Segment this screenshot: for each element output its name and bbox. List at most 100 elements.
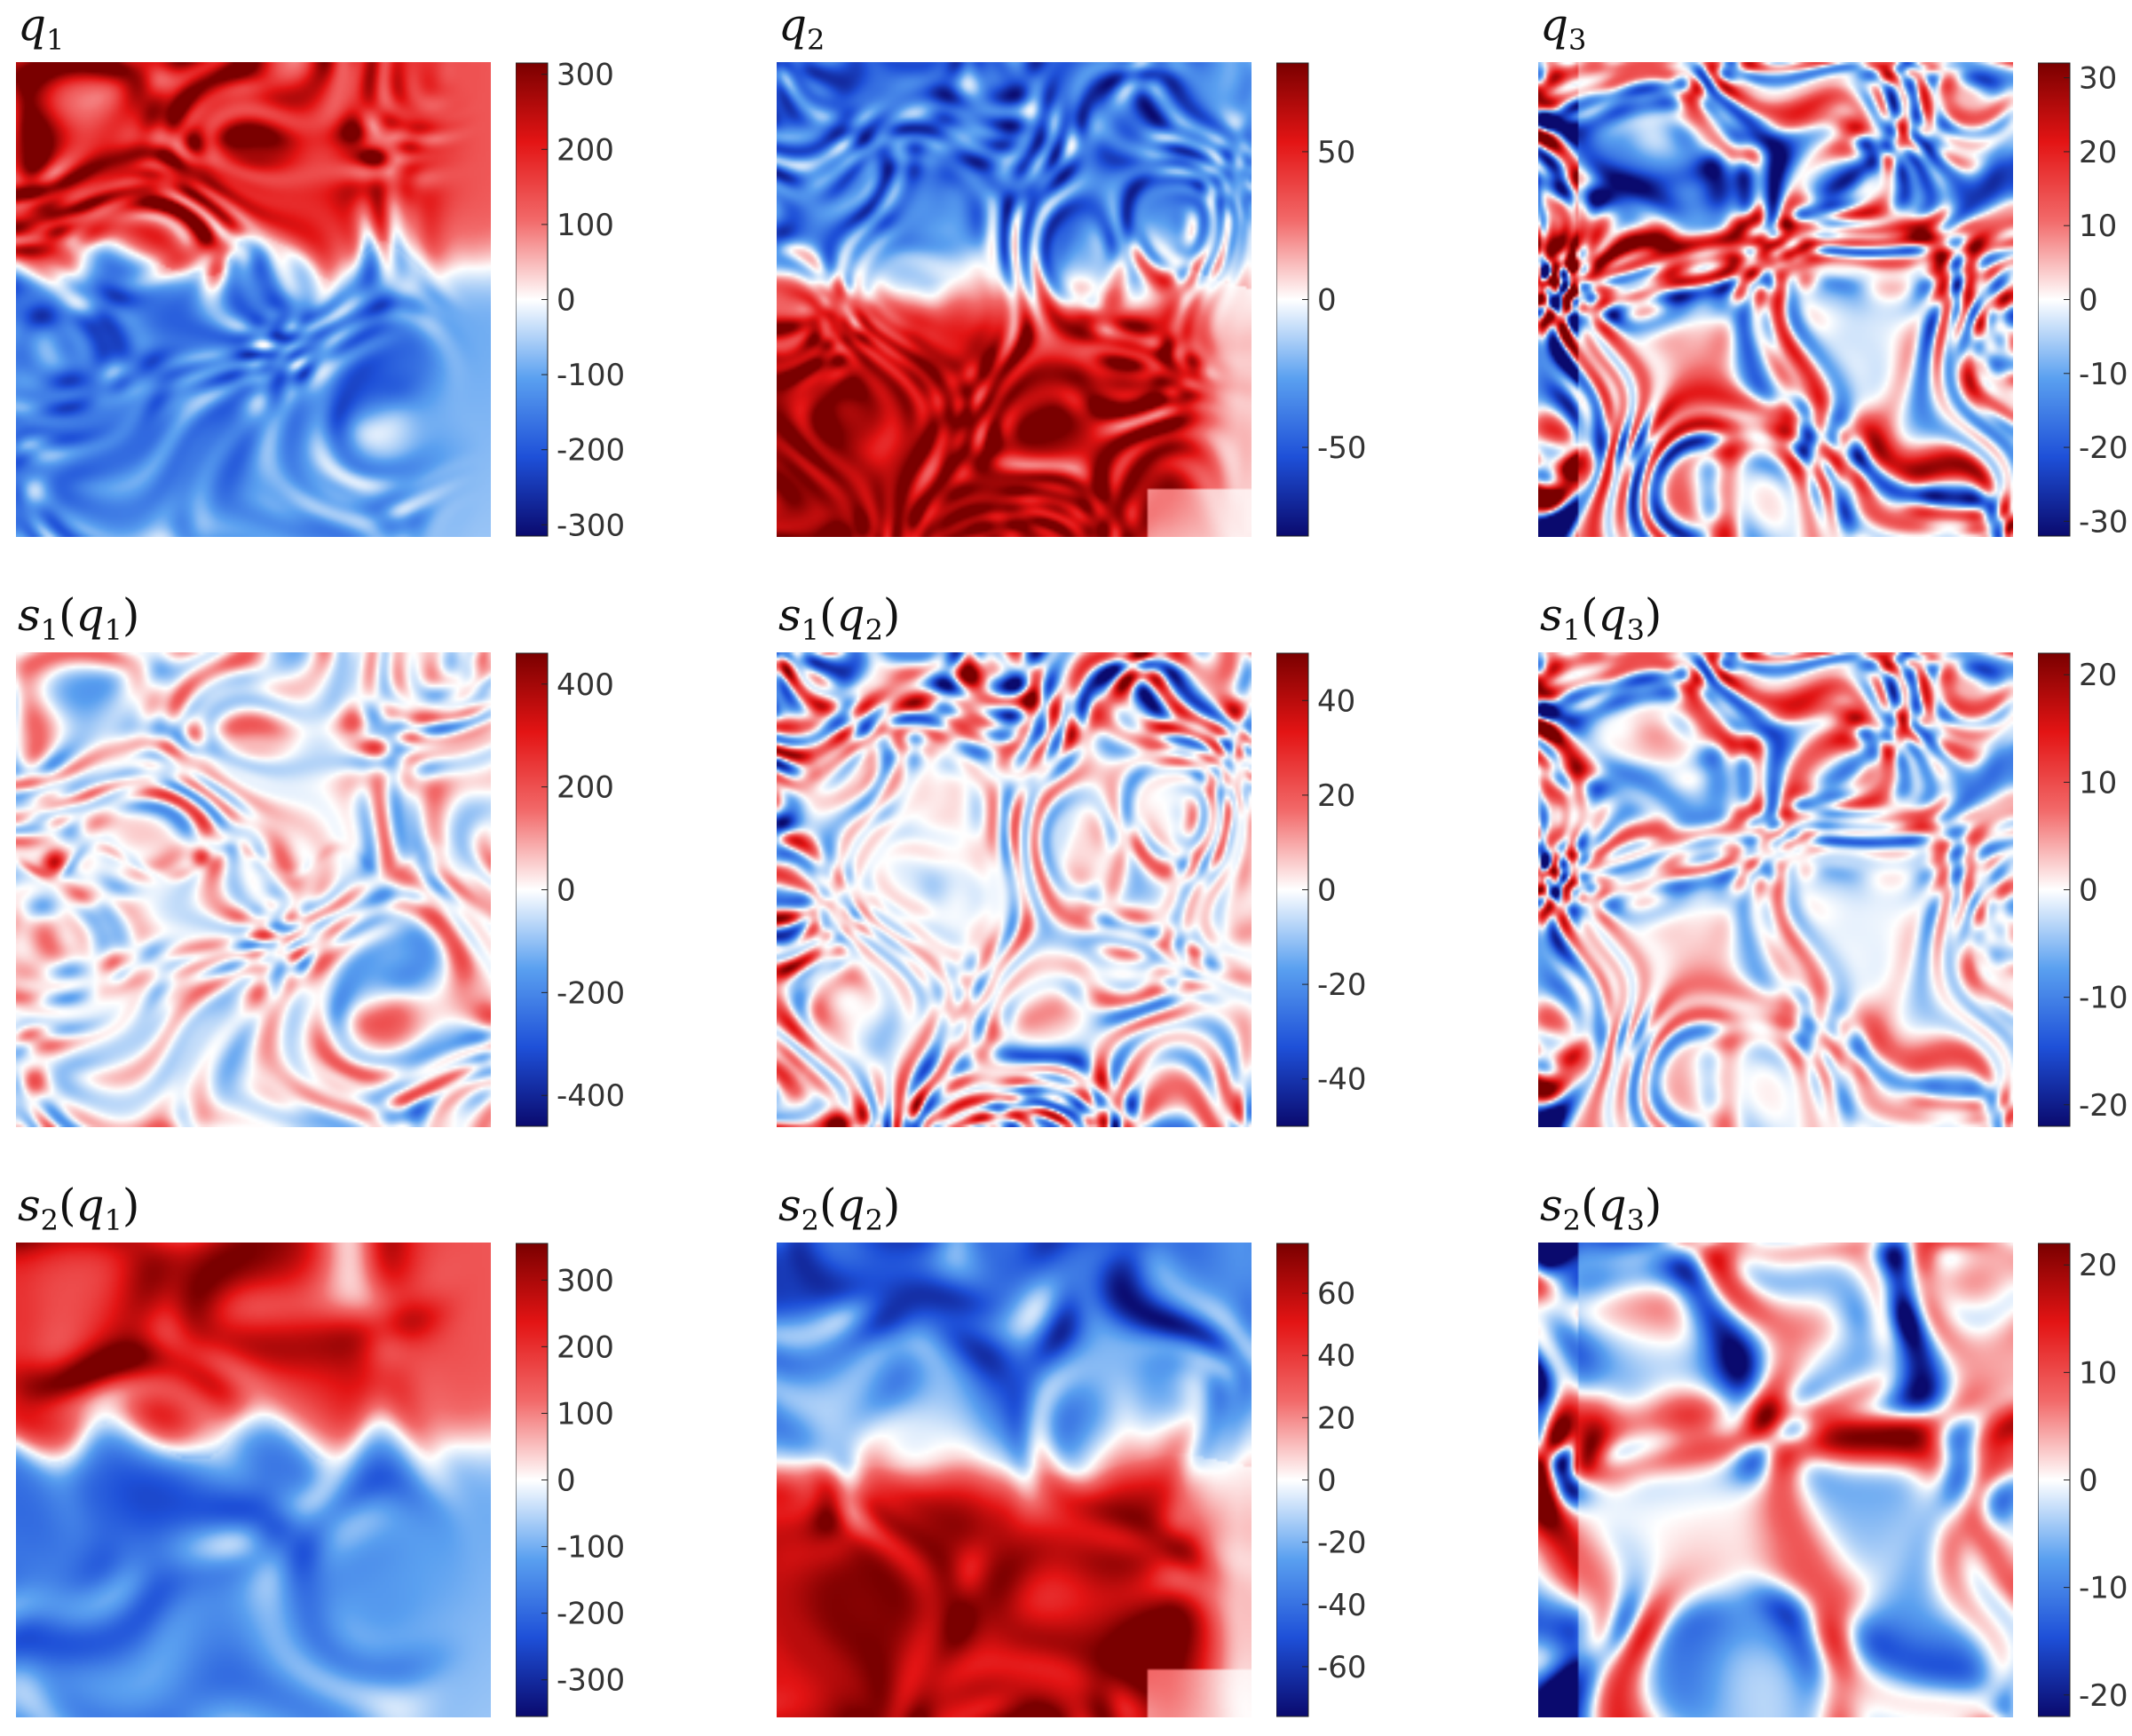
- colorbar-tick-label: 200: [557, 1330, 614, 1365]
- title-subscript: 1: [40, 613, 59, 647]
- title-paren-close: ): [882, 589, 901, 641]
- panel-q1: q1 300 200 100 0 -100 -200 -300: [16, 0, 645, 541]
- colorbar: 40 20 0 -20 -40: [1276, 652, 1367, 1127]
- title-paren-close: ): [122, 1180, 140, 1231]
- colorbar: 300 200 100 0 -100 -200 -300: [516, 62, 625, 541]
- colorbar-tick-label: 0: [557, 1464, 576, 1499]
- title-arg-subscript: 1: [104, 1203, 122, 1237]
- panel-title: s1(q2): [778, 588, 900, 657]
- title-arg: q: [1598, 589, 1627, 641]
- colorbar-tick-label: 400: [557, 667, 614, 703]
- colorbar-tick-label: 20: [2079, 658, 2117, 693]
- colorbar-tick-label: 0: [557, 283, 576, 319]
- colorbar: 400 200 0 -200 -400: [516, 652, 625, 1127]
- colorbar-tick-label: -10: [2079, 981, 2128, 1016]
- colorbar: 300 200 100 0 -100 -200 -300: [516, 1243, 625, 1717]
- colorbar-tick-label: 10: [2079, 1355, 2117, 1391]
- panel-title: s2(q3): [1540, 1179, 1662, 1247]
- title-arg: q: [836, 589, 865, 641]
- colorbar-tick-label: -400: [557, 1078, 625, 1114]
- title-paren-open: (: [819, 1180, 837, 1231]
- title-arg-subscript: 3: [1626, 613, 1645, 647]
- colorbar: 20 10 0 -10 -20: [2038, 1243, 2128, 1717]
- panel-s1q3: s1(q3) 20 10 0 -10 -20: [1538, 589, 2132, 1127]
- heatmap-image: [1538, 62, 2013, 537]
- heatmap-image: [777, 652, 1252, 1127]
- colorbar-tick-label: 40: [1317, 1338, 1355, 1374]
- title-paren-close: ): [882, 1180, 901, 1231]
- panel-q2: q2 50 0 -50: [777, 0, 1406, 537]
- colorbar-tick-label: 30: [2079, 62, 2117, 97]
- colorbar-tick-label: 40: [1317, 683, 1355, 719]
- colorbar: 20 10 0 -10 -20: [2038, 652, 2128, 1127]
- colorbar-tick-label: -100: [557, 1530, 625, 1566]
- colorbar-tick-label: 0: [1317, 283, 1337, 319]
- title-main: q: [18, 0, 47, 51]
- title-arg: q: [75, 589, 105, 641]
- colorbar: 30 20 10 0 -10 -20 -30: [2038, 62, 2128, 540]
- title-main: q: [1540, 0, 1569, 51]
- colorbar-tick-label: 50: [1317, 135, 1355, 170]
- colorbar: 50 0 -50: [1276, 62, 1367, 537]
- heatmap-image: [777, 1243, 1252, 1717]
- heatmap-image: [1538, 1243, 2013, 1717]
- title-paren-open: (: [819, 589, 837, 641]
- colorbar-tick-label: 0: [2079, 283, 2098, 319]
- panel-title: s2(q1): [18, 1179, 139, 1247]
- panel-s2q2: s2(q2) 60 40 20 0 -20 -40 -60: [777, 1180, 1406, 1717]
- panel-title: s1(q1): [18, 588, 139, 657]
- title-arg-subscript: 1: [104, 613, 122, 647]
- colorbar-tick-label: 20: [1317, 1401, 1355, 1436]
- colorbar-tick-label: -40: [1317, 1062, 1367, 1098]
- colorbar-tick-label: 10: [2079, 209, 2117, 244]
- colorbar-tick-label: 0: [2079, 873, 2098, 909]
- heatmap-field: [16, 62, 491, 537]
- colorbar-tick-label: -20: [1317, 1526, 1367, 1561]
- colorbar-tick-label: -30: [2079, 504, 2128, 540]
- title-paren-open: (: [59, 589, 76, 641]
- colorbar-tick-label: -20: [2079, 1088, 2128, 1124]
- panel-title: s2(q2): [778, 1179, 900, 1247]
- title-subscript: 2: [801, 1203, 820, 1237]
- title-main: s: [1540, 589, 1563, 641]
- title-subscript: 2: [807, 23, 825, 57]
- title-paren-open: (: [1581, 589, 1599, 641]
- heatmap-field: [1538, 652, 2013, 1127]
- colorbar-tick-label: 0: [1317, 873, 1337, 909]
- panel-s1q1: s1(q1) 400 200 0 -200 -400: [16, 589, 645, 1127]
- title-main: s: [778, 1180, 801, 1231]
- colorbar-tick-label: -200: [557, 975, 625, 1011]
- panel-title: q3: [1540, 0, 1586, 67]
- colorbar-tick-label: 20: [2079, 1248, 2117, 1283]
- title-subscript: 2: [1562, 1203, 1582, 1237]
- title-main: s: [18, 589, 41, 641]
- colorbar-tick-label: -60: [1317, 1650, 1367, 1685]
- colorbar-tick-label: -20: [2079, 1678, 2128, 1714]
- title-paren-open: (: [1581, 1180, 1599, 1231]
- title-subscript: 1: [1562, 613, 1582, 647]
- title-main: s: [778, 589, 801, 641]
- title-arg: q: [836, 1180, 865, 1231]
- heatmap-field: [16, 652, 491, 1127]
- title-main: s: [1540, 1180, 1563, 1231]
- heatmap-image: [16, 652, 491, 1127]
- panel-title: q2: [778, 0, 825, 67]
- title-main: s: [18, 1180, 41, 1231]
- heatmap-image: [16, 1243, 491, 1717]
- colorbar-tick-label: -50: [1317, 430, 1367, 466]
- colorbar-tick-label: -200: [557, 433, 625, 469]
- colorbar-tick-label: 0: [1317, 1464, 1337, 1499]
- heatmap-field: [777, 652, 1252, 1127]
- colorbar-tick-label: -300: [557, 1663, 625, 1699]
- title-subscript: 2: [40, 1203, 59, 1237]
- title-arg: q: [1598, 1180, 1627, 1231]
- panel-s1q2: s1(q2) 40 20 0 -20 -40: [777, 589, 1406, 1127]
- title-subscript: 1: [46, 23, 65, 57]
- colorbar-tick-label: 300: [557, 62, 614, 93]
- title-paren-close: ): [122, 589, 140, 641]
- colorbar-tick-label: -300: [557, 508, 625, 541]
- panel-s2q1: s2(q1) 300 200 100 0 -100 -200 -300: [16, 1180, 645, 1717]
- heatmap-image: [1538, 652, 2013, 1127]
- colorbar-tick-label: 20: [2079, 135, 2117, 170]
- heatmap-field: [777, 1243, 1252, 1717]
